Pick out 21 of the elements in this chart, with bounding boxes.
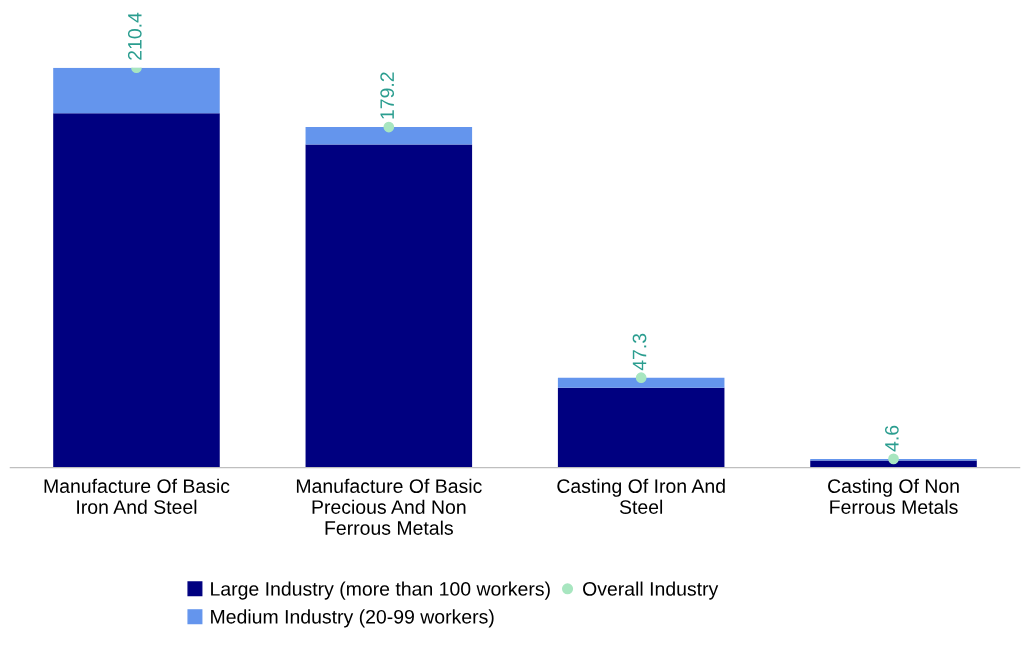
point [383, 121, 395, 133]
point [635, 372, 647, 384]
x-tick-label: Casting Of Non Ferrous Metals [828, 478, 959, 514]
bar [557, 377, 725, 388]
bar [305, 144, 473, 468]
bar [810, 460, 977, 468]
x-tick-label: Casting Of Iron And Steel [557, 478, 725, 514]
x-tick-label: Manufacture Of Basic Iron And Steel [44, 478, 230, 514]
data-label: 4.6 [884, 425, 899, 452]
legend-label: Overall Industry [583, 581, 719, 600]
x-tick-label: Manufacture Of Basic Precious And Non Ferrous Metals [296, 478, 482, 535]
data-label: 210.4 [127, 12, 142, 60]
bar [557, 387, 725, 468]
legend-label: Large Industry (more than 100 workers) [211, 581, 550, 600]
point [888, 453, 899, 465]
data-label: 179.2 [380, 72, 395, 119]
bar [53, 67, 220, 114]
legend-label: Medium Industry (20-99 workers) [211, 609, 494, 628]
bar [53, 113, 220, 468]
bar [305, 127, 473, 145]
data-label: 47.3 [632, 333, 647, 371]
